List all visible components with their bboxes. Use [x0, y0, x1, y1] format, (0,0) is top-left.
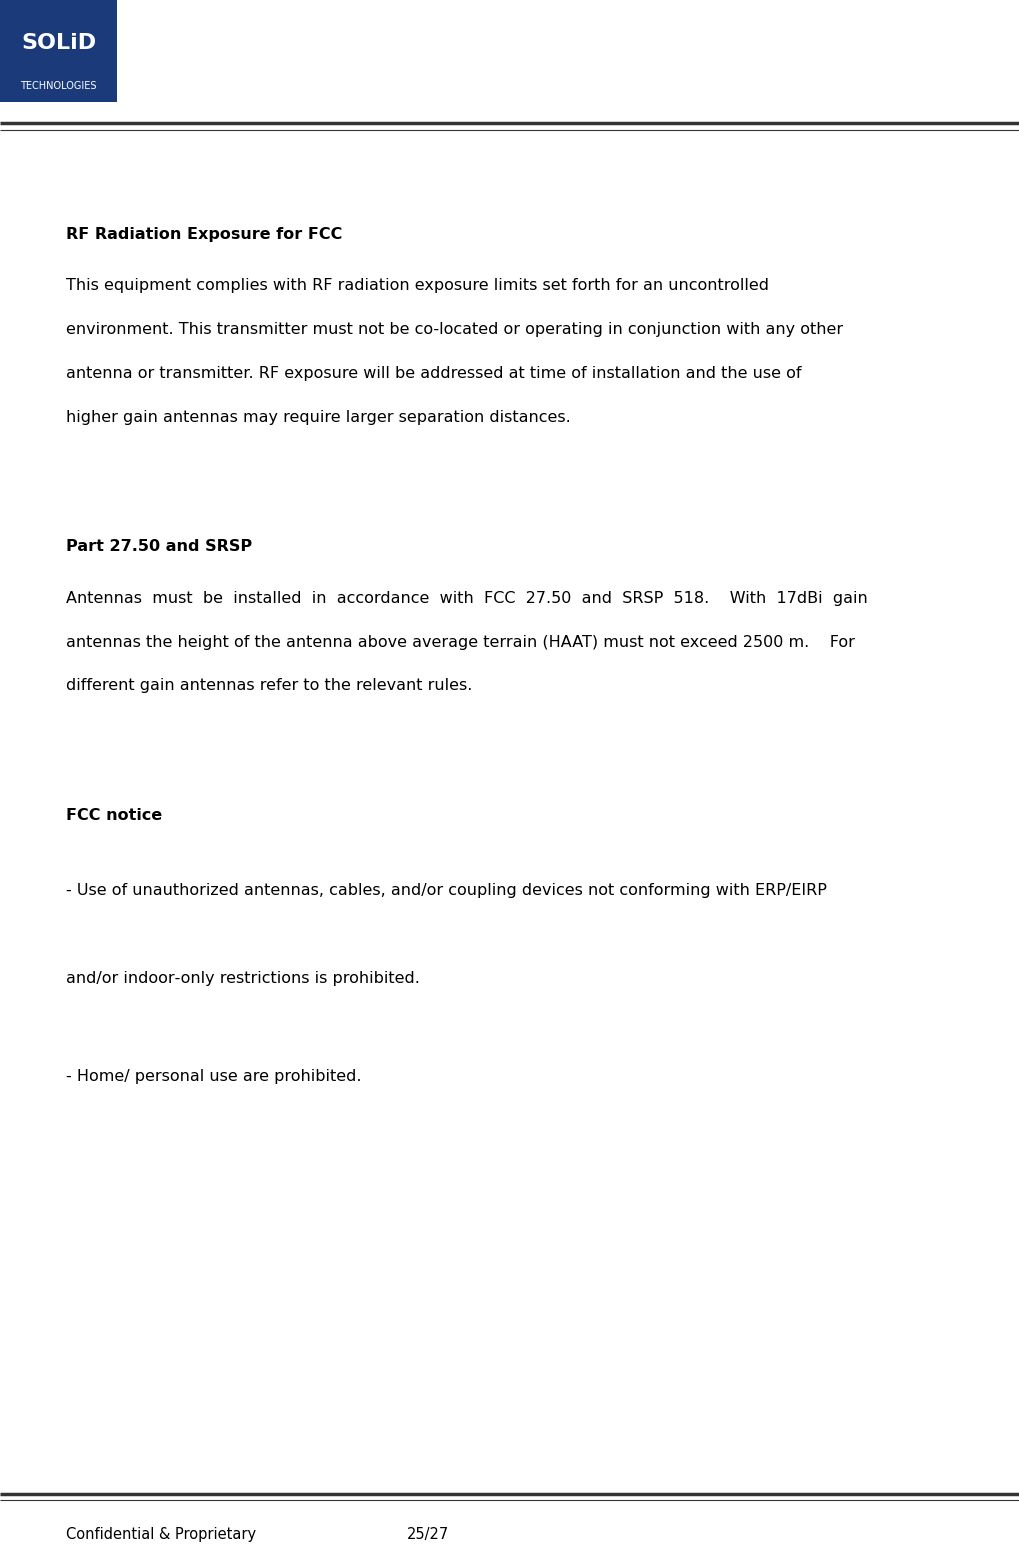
Text: antennas the height of the antenna above average terrain (HAAT) must not exceed : antennas the height of the antenna above… — [66, 635, 855, 650]
Text: SOLiD: SOLiD — [21, 33, 96, 53]
Text: - Use of unauthorized antennas, cables, and/or coupling devices not conforming w: - Use of unauthorized antennas, cables, … — [66, 883, 827, 899]
Text: FCC notice: FCC notice — [66, 808, 162, 824]
Text: environment. This transmitter must not be co-located or operating in conjunction: environment. This transmitter must not b… — [66, 322, 844, 338]
Text: antenna or transmitter. RF exposure will be addressed at time of installation an: antenna or transmitter. RF exposure will… — [66, 366, 802, 381]
Text: This equipment complies with RF radiation exposure limits set forth for an uncon: This equipment complies with RF radiatio… — [66, 278, 769, 294]
Text: Part 27.50 and SRSP: Part 27.50 and SRSP — [66, 539, 253, 555]
Text: different gain antennas refer to the relevant rules.: different gain antennas refer to the rel… — [66, 678, 473, 694]
Text: and/or indoor‐only restrictions is prohibited.: and/or indoor‐only restrictions is prohi… — [66, 971, 420, 986]
Text: 25/27: 25/27 — [407, 1527, 449, 1543]
Text: RF Radiation Exposure for FCC: RF Radiation Exposure for FCC — [66, 227, 342, 242]
FancyBboxPatch shape — [0, 0, 117, 102]
Text: Antennas  must  be  installed  in  accordance  with  FCC  27.50  and  SRSP  518.: Antennas must be installed in accordance… — [66, 591, 868, 606]
Text: higher gain antennas may require larger separation distances.: higher gain antennas may require larger … — [66, 410, 571, 425]
Text: TECHNOLOGIES: TECHNOLOGIES — [20, 81, 97, 91]
Text: Confidential & Proprietary: Confidential & Proprietary — [66, 1527, 257, 1543]
Text: - Home/ personal use are prohibited.: - Home/ personal use are prohibited. — [66, 1069, 362, 1085]
